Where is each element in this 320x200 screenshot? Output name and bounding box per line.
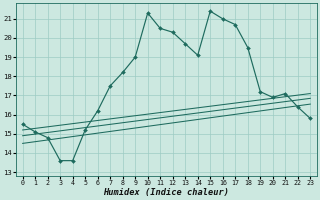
X-axis label: Humidex (Indice chaleur): Humidex (Indice chaleur) [103, 188, 229, 197]
